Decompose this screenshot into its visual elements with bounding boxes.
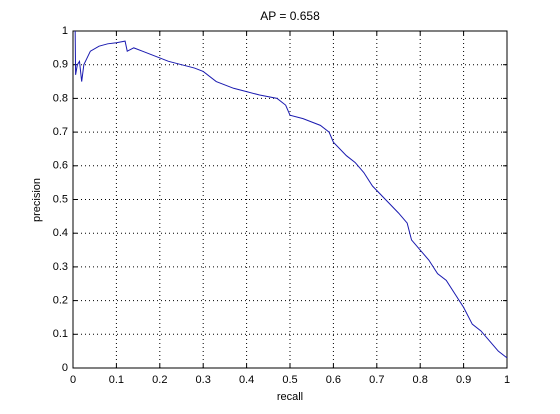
y-tick-label: 0.5 bbox=[53, 193, 68, 205]
x-tick-label: 0.8 bbox=[413, 374, 428, 386]
y-tick-label: 0 bbox=[62, 362, 68, 374]
pr-curve bbox=[74, 30, 508, 359]
x-tick-label: 0.3 bbox=[196, 374, 211, 386]
y-axis-label: precision bbox=[31, 178, 43, 222]
x-tick-label: 0.2 bbox=[152, 374, 167, 386]
x-tick-label: 0.4 bbox=[239, 374, 254, 386]
y-tick-label: 0.9 bbox=[53, 59, 68, 71]
y-tick-label: 0.3 bbox=[53, 261, 68, 273]
x-tick-label: 0.5 bbox=[282, 374, 297, 386]
y-tick-label: 1 bbox=[62, 25, 68, 37]
y-tick-label: 0.2 bbox=[53, 295, 68, 307]
y-tick-label: 0.7 bbox=[53, 126, 68, 138]
x-tick-label: 0.1 bbox=[109, 374, 124, 386]
x-tick-label: 0 bbox=[70, 374, 76, 386]
y-tick-label: 0.1 bbox=[53, 328, 68, 340]
x-tick-label: 0.9 bbox=[456, 374, 471, 386]
x-axis-label: recall bbox=[277, 391, 303, 403]
x-tick-label: 1 bbox=[504, 374, 510, 386]
y-tick-label: 0.4 bbox=[53, 227, 68, 239]
x-tick-label: 0.7 bbox=[369, 374, 384, 386]
chart-title: AP = 0.658 bbox=[260, 9, 320, 23]
x-tick-label: 0.6 bbox=[326, 374, 341, 386]
y-tick-label: 0.6 bbox=[53, 160, 68, 172]
y-tick-label: 0.8 bbox=[53, 92, 68, 104]
